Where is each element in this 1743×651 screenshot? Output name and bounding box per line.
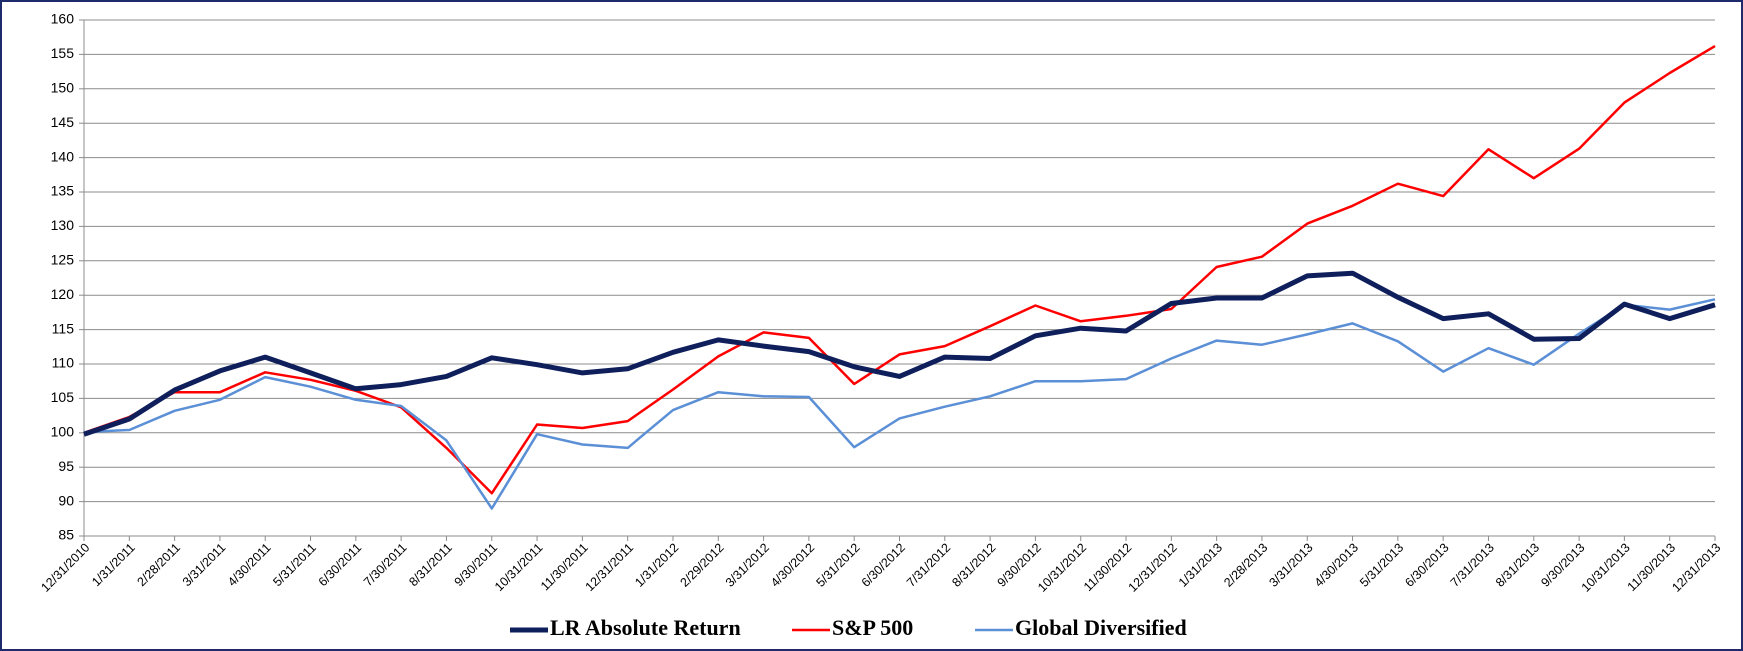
x-tick-label: 12/31/2012 bbox=[1126, 541, 1180, 595]
x-tick-label: 10/31/2012 bbox=[1035, 541, 1089, 595]
x-tick-label: 3/31/2013 bbox=[1266, 541, 1315, 590]
x-tick-label: 1/31/2011 bbox=[89, 541, 138, 590]
y-tick-label: 130 bbox=[51, 217, 75, 233]
y-tick-label: 100 bbox=[51, 424, 75, 440]
x-tick-label: 5/31/2011 bbox=[270, 541, 319, 590]
x-tick-label: 12/31/2013 bbox=[1669, 541, 1723, 595]
legend-label: LR Absolute Return bbox=[550, 615, 741, 640]
x-tick-label: 2/28/2011 bbox=[134, 541, 183, 590]
y-tick-label: 135 bbox=[51, 183, 75, 199]
y-tick-label: 160 bbox=[51, 11, 75, 27]
x-tick-label: 5/31/2013 bbox=[1357, 541, 1406, 590]
y-tick-label: 140 bbox=[51, 148, 75, 164]
y-tick-label: 145 bbox=[51, 114, 75, 130]
x-tick-label: 6/30/2011 bbox=[316, 541, 365, 590]
x-tick-label: 7/31/2012 bbox=[904, 541, 953, 590]
y-tick-label: 90 bbox=[58, 492, 74, 508]
x-tick-label: 1/31/2013 bbox=[1176, 541, 1225, 590]
y-tick-label: 95 bbox=[58, 458, 74, 474]
x-tick-label: 8/31/2013 bbox=[1493, 541, 1542, 590]
legend-label: S&P 500 bbox=[832, 615, 913, 640]
x-tick-label: 8/31/2012 bbox=[949, 541, 998, 590]
x-tick-label: 6/30/2012 bbox=[859, 541, 908, 590]
x-tick-label: 3/31/2011 bbox=[180, 541, 229, 590]
y-tick-label: 120 bbox=[51, 286, 75, 302]
x-tick-label: 7/30/2011 bbox=[361, 541, 410, 590]
x-tick-label: 12/31/2011 bbox=[583, 541, 637, 595]
series-line bbox=[83, 298, 1716, 510]
x-tick-label: 4/30/2012 bbox=[768, 541, 817, 590]
y-tick-label: 150 bbox=[51, 80, 75, 96]
x-tick-label: 12/31/2010 bbox=[38, 541, 92, 595]
x-tick-label: 10/31/2011 bbox=[492, 541, 546, 595]
x-tick-label: 10/31/2013 bbox=[1579, 541, 1633, 595]
x-tick-label: 3/31/2012 bbox=[723, 541, 772, 590]
y-tick-label: 85 bbox=[58, 527, 74, 543]
series-line bbox=[83, 45, 1716, 495]
y-tick-label: 155 bbox=[51, 45, 75, 61]
y-tick-label: 105 bbox=[51, 389, 75, 405]
y-tick-label: 125 bbox=[51, 252, 75, 268]
y-tick-label: 115 bbox=[52, 320, 75, 336]
x-tick-label: 7/31/2013 bbox=[1448, 541, 1497, 590]
x-tick-label: 4/30/2013 bbox=[1312, 541, 1361, 590]
x-tick-label: 4/30/2011 bbox=[225, 541, 274, 590]
x-tick-label: 1/31/2012 bbox=[632, 541, 681, 590]
y-tick-label: 110 bbox=[52, 355, 75, 371]
legend-label: Global Diversified bbox=[1015, 615, 1187, 640]
x-tick-label: 5/31/2012 bbox=[813, 541, 862, 590]
series-line bbox=[83, 270, 1716, 437]
x-tick-label: 6/30/2013 bbox=[1402, 541, 1451, 590]
x-tick-label: 2/29/2012 bbox=[678, 541, 727, 590]
x-tick-label: 2/28/2013 bbox=[1221, 541, 1270, 590]
x-tick-label: 8/31/2011 bbox=[406, 541, 455, 590]
